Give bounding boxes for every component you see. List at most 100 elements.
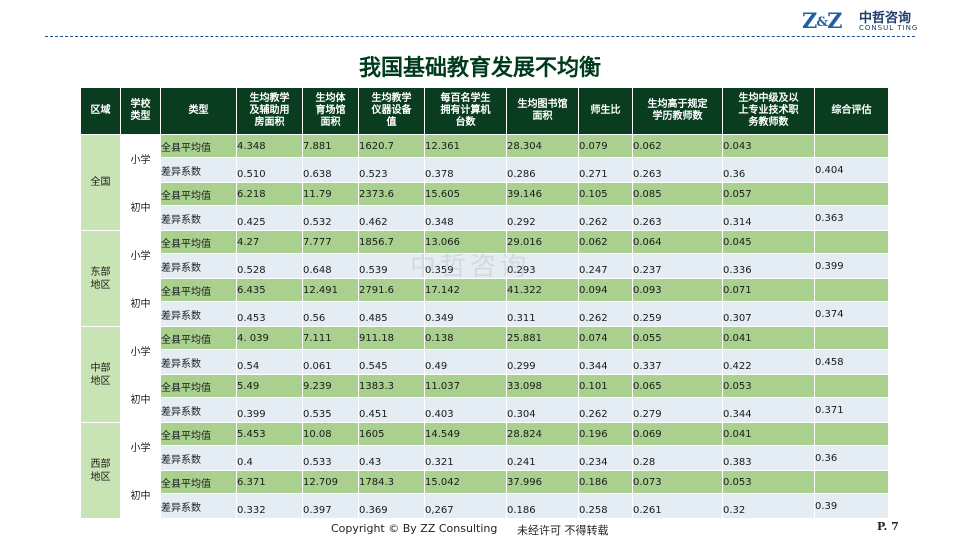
value-cell: 0.061 (302, 349, 359, 375)
value-cell: 0.247 (578, 253, 633, 279)
logo-chinese-name: 中哲咨询 (859, 11, 912, 26)
column-header: 生均图书馆 面积 (506, 87, 579, 135)
value-cell: 0.065 (632, 374, 723, 398)
column-header: 类型 (160, 87, 237, 135)
school-type-cell: 初中 (120, 470, 161, 519)
value-cell: 28.824 (506, 422, 579, 446)
value-cell: 0.4 (236, 445, 303, 471)
value-cell: 4.27 (236, 230, 303, 254)
value-cell: 0.062 (578, 230, 633, 254)
value-cell: 0.093 (632, 278, 723, 302)
column-header-text: 学历教师数 (652, 111, 703, 122)
value-cell: 0.241 (506, 445, 579, 471)
value-cell: 0.425 (236, 205, 303, 231)
row-label: 差异系数 (160, 157, 237, 183)
column-header: 生均体 育场馆 面积 (302, 87, 359, 135)
value-cell: 0.533 (302, 445, 359, 471)
column-header-text: 区域 (90, 105, 111, 116)
row-label: 全县平均值 (160, 326, 237, 350)
table-row: 差异系数 0.510 0.638 0.523 0.378 0.286 0.271 0.263 0… (81, 157, 889, 183)
value-cell: 0.292 (506, 205, 579, 231)
value-cell: 0.451 (358, 397, 425, 423)
value-cell: 9.239 (302, 374, 359, 398)
table-row: 差异系数 0.399 0.535 0.451 0.403 0.304 0.262 0.279 0… (81, 397, 889, 423)
column-header-text: 上专业技术职 (738, 105, 799, 116)
value-cell: 0.307 (722, 301, 815, 327)
overall-score-cell (814, 278, 889, 302)
value-cell: 1784.3 (358, 470, 425, 494)
value-cell: 0.348 (424, 205, 507, 231)
page-number: P. 7 (877, 520, 899, 533)
value-cell: 0.545 (358, 349, 425, 375)
region-cell: 中部 地区 (80, 326, 121, 423)
column-header-text: 台数 (455, 117, 476, 128)
value-cell: 2373.6 (358, 182, 425, 206)
row-label: 全县平均值 (160, 230, 237, 254)
value-cell: 0.359 (424, 253, 507, 279)
value-cell: 0.535 (302, 397, 359, 423)
value-cell: 0.638 (302, 157, 359, 183)
table-row: 差异系数 0.54 0.061 0.545 0.49 0.299 0.344 0.337 0.4… (81, 349, 889, 375)
region-cell: 东部 地区 (80, 230, 121, 327)
row-label: 差异系数 (160, 445, 237, 471)
education-comparison-table: 区域 学校 类型 类型 生均教学 及辅助用 房面积 生均体 育场馆 面积 生均教学 仪器设备值每百名学… (80, 87, 889, 519)
column-header-text: 面积 (532, 111, 553, 122)
value-cell: 0.349 (424, 301, 507, 327)
value-cell: 0.304 (506, 397, 579, 423)
column-header: 综合评估 (814, 87, 889, 135)
value-cell: 11.037 (424, 374, 507, 398)
column-header-text: 仪器设备 (371, 105, 412, 116)
school-type-cell: 初中 (120, 182, 161, 231)
column-header-text: 务教师数 (748, 117, 789, 128)
header-divider (45, 36, 915, 37)
value-cell: 0.094 (578, 278, 633, 302)
value-cell: 0.237 (632, 253, 723, 279)
value-cell: 0.43 (358, 445, 425, 471)
column-header-text: 综合评估 (831, 105, 872, 116)
value-cell: 0.485 (358, 301, 425, 327)
value-cell: 0,267 (424, 493, 507, 519)
overall-score-cell (814, 326, 889, 350)
table-body: 全国 小学 全县平均值 4.348 7.881 1620.7 12.361 28.304 0.0… (80, 134, 889, 519)
overall-score-cell (814, 374, 889, 398)
value-cell: 0.138 (424, 326, 507, 350)
overall-score-cell: 0.36 (814, 445, 889, 471)
value-cell: 0.462 (358, 205, 425, 231)
value-cell: 0.074 (578, 326, 633, 350)
value-cell: 11.79 (302, 182, 359, 206)
value-cell: 7.777 (302, 230, 359, 254)
value-cell: 4.348 (236, 134, 303, 158)
value-cell: 0.196 (578, 422, 633, 446)
value-cell: 12.709 (302, 470, 359, 494)
row-label: 全县平均值 (160, 422, 237, 446)
column-header-text: 师生比 (590, 105, 621, 116)
value-cell: 0.064 (632, 230, 723, 254)
value-cell: 15.042 (424, 470, 507, 494)
value-cell: 37.996 (506, 470, 579, 494)
value-cell: 29.016 (506, 230, 579, 254)
value-cell: 0.321 (424, 445, 507, 471)
column-header: 师生比 (578, 87, 633, 135)
row-label: 全县平均值 (160, 470, 237, 494)
value-cell: 0.057 (722, 182, 815, 206)
value-cell: 0.079 (578, 134, 633, 158)
value-cell: 6.435 (236, 278, 303, 302)
school-type-cell: 小学 (120, 422, 161, 471)
footer-notice: 未经许可 不得转载 (517, 524, 609, 537)
value-cell: 15.605 (424, 182, 507, 206)
value-cell: 0.062 (632, 134, 723, 158)
table-row: 差异系数 0.4 0.533 0.43 0.321 0.241 0.234 0.28 0.383… (81, 445, 889, 471)
value-cell: 0.28 (632, 445, 723, 471)
value-cell: 0.262 (578, 205, 633, 231)
value-cell: 0.258 (578, 493, 633, 519)
slide-title: 我国基础教育发展不均衡 (358, 56, 601, 81)
column-header-text: 面积 (320, 117, 341, 128)
overall-score-cell (814, 182, 889, 206)
column-header-text: 每百名学生 (440, 93, 491, 104)
value-cell: 0.259 (632, 301, 723, 327)
value-cell: 0.105 (578, 182, 633, 206)
value-cell: 0.279 (632, 397, 723, 423)
value-cell: 0.403 (424, 397, 507, 423)
value-cell: 0.54 (236, 349, 303, 375)
value-cell: 5.49 (236, 374, 303, 398)
